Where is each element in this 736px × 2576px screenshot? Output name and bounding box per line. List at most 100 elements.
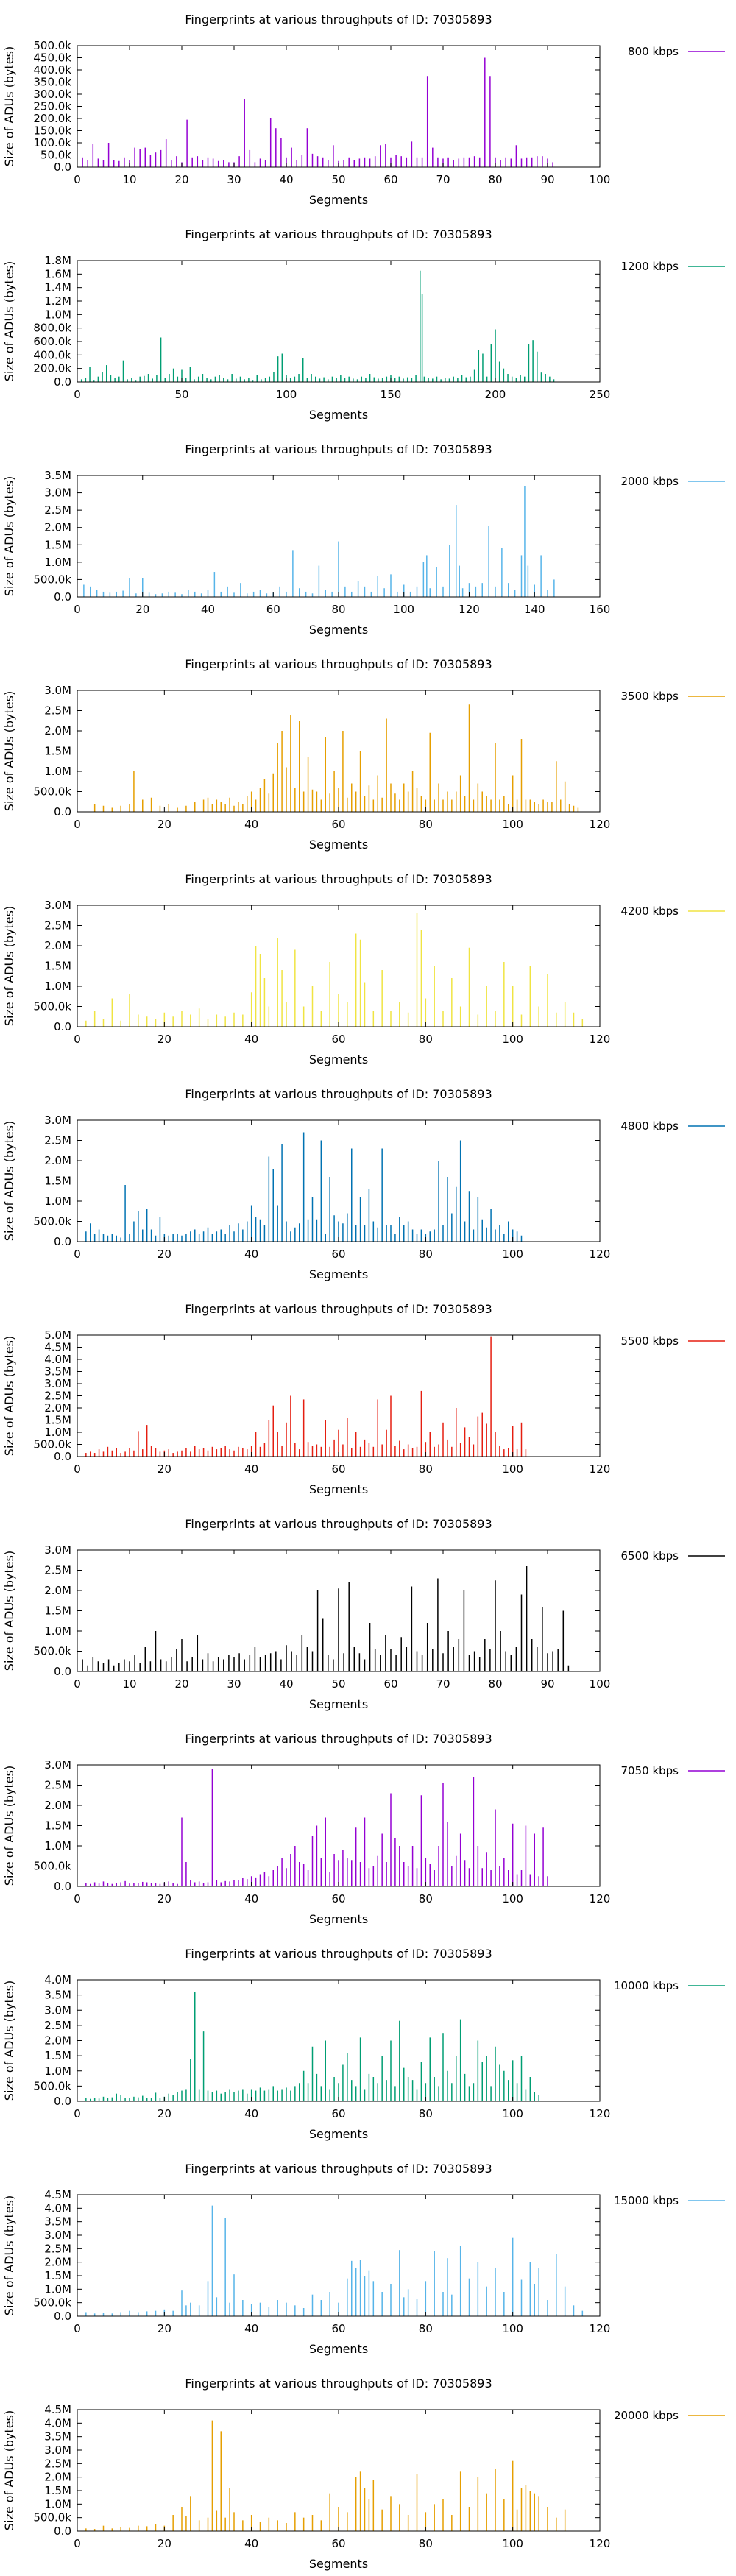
chart-panel: Fingerprints at various throughputs of I… — [2, 13, 725, 207]
x-tick-label: 250 — [590, 388, 611, 401]
y-tick-label: 0.0 — [54, 805, 71, 818]
y-tick-label: 2.0M — [44, 2256, 71, 2269]
y-tick-label: 4.5M — [44, 2188, 71, 2201]
y-tick-label: 4.0M — [44, 2416, 71, 2430]
y-tick-label: 0.0 — [54, 160, 71, 174]
y-tick-label: 3.0M — [44, 899, 71, 912]
legend-label: 7050 kbps — [621, 1764, 679, 1777]
x-tick-label: 60 — [383, 1677, 397, 1691]
y-tick-label: 1.5M — [44, 2484, 71, 2497]
y-tick-label: 3.5M — [44, 469, 71, 482]
y-tick-label: 3.5M — [44, 2430, 71, 2444]
x-tick-label: 120 — [590, 2107, 611, 2120]
chart-panel: Fingerprints at various throughputs of I… — [2, 657, 725, 852]
x-axis-label: Segments — [309, 2342, 368, 2356]
chart-title: Fingerprints at various throughputs of I… — [185, 2162, 492, 2176]
y-tick-label: 2.0M — [44, 724, 71, 737]
plot-frame — [77, 45, 601, 168]
y-tick-label: 2.5M — [44, 503, 71, 517]
x-tick-label: 120 — [590, 818, 611, 831]
y-tick-label: 300.0k — [33, 88, 71, 101]
y-axis-label: Size of ADUs (bytes) — [2, 2410, 16, 2530]
x-tick-label: 100 — [502, 2322, 523, 2335]
x-tick-label: 0 — [74, 1892, 81, 1906]
y-tick-label: 2.5M — [44, 704, 71, 718]
y-tick-label: 500.0k — [33, 1000, 71, 1013]
plot-frame — [77, 260, 601, 383]
x-axis-label: Segments — [309, 2557, 368, 2571]
x-tick-label: 50 — [331, 173, 345, 186]
y-axis-label: Size of ADUs (bytes) — [2, 476, 16, 596]
y-axis-label: Size of ADUs (bytes) — [2, 1336, 16, 1456]
x-tick-label: 40 — [244, 2107, 258, 2120]
chart-panel: Fingerprints at various throughputs of I… — [2, 1947, 725, 2141]
chart-title: Fingerprints at various throughputs of I… — [185, 1732, 492, 1746]
chart-title: Fingerprints at various throughputs of I… — [185, 872, 492, 886]
y-tick-label: 2.5M — [44, 1779, 71, 1792]
legend-label: 2000 kbps — [621, 475, 679, 488]
x-tick-label: 0 — [74, 1248, 81, 1261]
y-tick-label: 3.0M — [44, 1377, 71, 1390]
x-tick-label: 80 — [488, 173, 502, 186]
chart-panel: Fingerprints at various throughputs of I… — [2, 442, 725, 637]
x-tick-label: 40 — [244, 1248, 258, 1261]
y-tick-label: 3.0M — [44, 2003, 71, 2017]
y-tick-label: 3.5M — [44, 2215, 71, 2229]
y-tick-label: 3.5M — [44, 1989, 71, 2002]
x-tick-label: 40 — [244, 1033, 258, 1046]
legend-label: 5500 kbps — [621, 1334, 679, 1348]
chart-title: Fingerprints at various throughputs of I… — [185, 1947, 492, 1961]
chart-panel: Fingerprints at various throughputs of I… — [2, 1302, 725, 1496]
x-tick-label: 80 — [419, 1248, 433, 1261]
y-tick-label: 1.0M — [44, 765, 71, 778]
y-tick-label: 1.4M — [44, 281, 71, 294]
y-tick-label: 1.5M — [44, 745, 71, 758]
x-tick-label: 40 — [244, 818, 258, 831]
x-tick-label: 20 — [174, 173, 188, 186]
y-tick-label: 200.0k — [33, 112, 71, 125]
legend-label: 3500 kbps — [621, 690, 679, 703]
y-tick-label: 400.0k — [33, 63, 71, 77]
legend-label: 800 kbps — [628, 45, 679, 58]
y-tick-label: 500.0k — [33, 1438, 71, 1451]
x-tick-label: 100 — [393, 603, 414, 616]
y-axis-label: Size of ADUs (bytes) — [2, 906, 16, 1026]
x-axis-label: Segments — [309, 193, 368, 207]
y-axis-label: Size of ADUs (bytes) — [2, 1121, 16, 1241]
y-tick-label: 1.0M — [44, 980, 71, 993]
x-tick-label: 40 — [244, 1462, 258, 1476]
x-tick-label: 60 — [331, 1892, 345, 1906]
y-axis-label: Size of ADUs (bytes) — [2, 46, 16, 166]
y-tick-label: 500.0k — [33, 2296, 71, 2310]
legend-label: 4200 kbps — [621, 905, 679, 918]
x-tick-label: 40 — [279, 1677, 293, 1691]
x-tick-label: 60 — [331, 1462, 345, 1476]
x-tick-label: 60 — [266, 603, 280, 616]
y-tick-label: 4.0M — [44, 2201, 71, 2215]
x-tick-label: 60 — [331, 2537, 345, 2550]
y-tick-label: 350.0k — [33, 76, 71, 89]
y-tick-label: 0.0 — [54, 2310, 71, 2323]
y-tick-label: 2.0M — [44, 1401, 71, 1415]
chart-panel: Fingerprints at various throughputs of I… — [2, 1087, 725, 1281]
y-tick-label: 1.5M — [44, 1604, 71, 1618]
x-tick-label: 120 — [459, 603, 480, 616]
x-tick-label: 20 — [158, 2537, 171, 2550]
x-axis-label: Segments — [309, 2127, 368, 2141]
x-tick-label: 80 — [331, 603, 345, 616]
y-tick-label: 1.0M — [44, 2497, 71, 2510]
x-tick-label: 30 — [227, 173, 241, 186]
y-tick-label: 1.5M — [44, 2269, 71, 2282]
y-tick-label: 1.5M — [44, 1819, 71, 1833]
x-tick-label: 120 — [590, 1892, 611, 1906]
y-tick-label: 1.5M — [44, 1175, 71, 1188]
y-tick-label: 500.0k — [33, 1860, 71, 1873]
y-tick-label: 0.0 — [54, 1020, 71, 1033]
y-tick-label: 1.0M — [44, 1839, 71, 1853]
chart-title: Fingerprints at various throughputs of I… — [185, 227, 492, 241]
chart-panel: Fingerprints at various throughputs of I… — [2, 227, 725, 422]
x-tick-label: 40 — [201, 603, 215, 616]
x-tick-label: 100 — [502, 1892, 523, 1906]
y-tick-label: 3.5M — [44, 1365, 71, 1379]
y-axis-label: Size of ADUs (bytes) — [2, 1551, 16, 1671]
